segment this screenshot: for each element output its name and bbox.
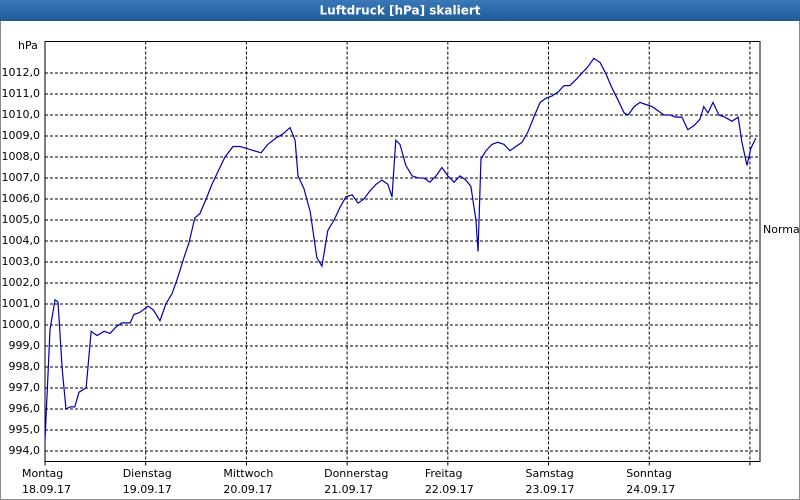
y-tick-label: 1011,0 <box>2 87 41 100</box>
y-tick-label: 994,0 <box>9 444 41 457</box>
plot-frame <box>44 41 761 462</box>
x-tick-day: Freitag <box>425 467 463 480</box>
y-tick-label: 1008,0 <box>2 150 41 163</box>
y-tick-label: 1007,0 <box>2 171 41 184</box>
x-tick-date: 23.09.17 <box>526 483 575 496</box>
y-unit-label: hPa <box>18 39 38 52</box>
chart-title: Luftdruck [hPa] skaliert <box>320 4 481 18</box>
x-tick-day: Montag <box>22 467 63 480</box>
y-tick-label: 1002,0 <box>2 276 41 289</box>
annotation: Normal <box>763 223 800 236</box>
x-tick-date: 21.09.17 <box>324 483 373 496</box>
y-tick-label: 1001,0 <box>2 297 41 310</box>
x-tick-date: 19.09.17 <box>123 483 172 496</box>
y-tick-label: 1004,0 <box>2 234 41 247</box>
x-tick-day: Mittwoch <box>223 467 273 480</box>
y-tick-label: 1010,0 <box>2 108 41 121</box>
y-tick-label: 996,0 <box>9 402 41 415</box>
y-tick-label: 997,0 <box>9 381 41 394</box>
y-tick-label: 998,0 <box>9 360 41 373</box>
y-tick-label: 995,0 <box>9 423 41 436</box>
x-tick-date: 22.09.17 <box>425 483 474 496</box>
x-tick-date: 20.09.17 <box>223 483 272 496</box>
plot <box>44 57 757 441</box>
y-tick-label: 1009,0 <box>2 129 41 142</box>
title-bar <box>0 0 800 21</box>
x-tick-day: Dienstag <box>123 467 172 480</box>
x-tick-date: 24.09.17 <box>626 483 675 496</box>
y-tick-label: 1006,0 <box>2 192 41 205</box>
x-tick-day: Samstag <box>526 467 574 480</box>
line-series <box>44 57 757 441</box>
y-tick-label: 1003,0 <box>2 255 41 268</box>
x-tick-date: 18.09.17 <box>22 483 71 496</box>
y-tick-label: 1005,0 <box>2 213 41 226</box>
y-tick-label: 999,0 <box>9 339 41 352</box>
y-tick-label: 1012,0 <box>2 66 41 79</box>
x-tick-day: Donnerstag <box>324 467 388 480</box>
y-tick-label: 1000,0 <box>2 318 41 331</box>
grid <box>44 41 761 466</box>
x-tick-day: Sonntag <box>626 467 672 480</box>
